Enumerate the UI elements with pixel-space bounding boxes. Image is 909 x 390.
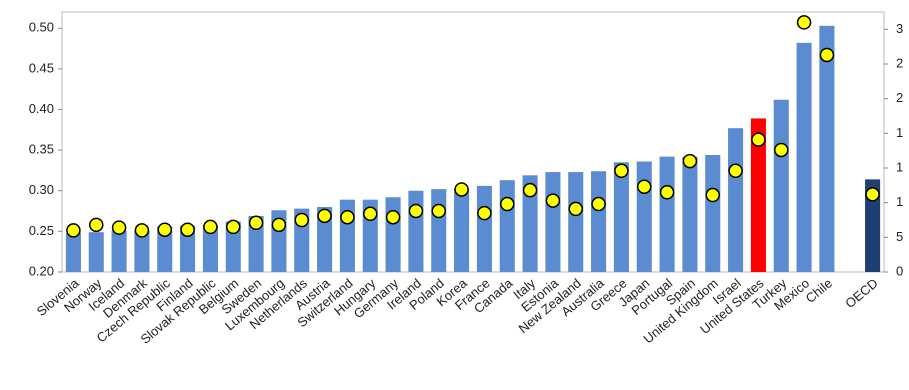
bar (111, 230, 127, 272)
bar (682, 156, 698, 272)
dot (659, 185, 675, 200)
dot (363, 206, 378, 222)
bar (385, 197, 401, 272)
dot (408, 203, 424, 219)
bar (408, 190, 424, 272)
bar (88, 232, 104, 272)
bar (454, 189, 470, 272)
bar (613, 162, 629, 272)
bar (225, 221, 241, 272)
dot (522, 182, 538, 198)
dot (271, 217, 287, 233)
dot (89, 217, 104, 233)
bar (819, 25, 835, 272)
y2-tick-label: 1 (896, 159, 903, 174)
bar (431, 189, 447, 272)
y-tick-label: 0.35 (29, 142, 54, 157)
bar (636, 161, 652, 272)
y2-tick-label: 3 (896, 21, 903, 36)
bar (317, 207, 333, 272)
y2-tick-label: 1 (896, 194, 903, 209)
dot (180, 222, 195, 237)
bar (865, 179, 881, 272)
bar (180, 225, 196, 272)
y-tick-label: 0.45 (29, 60, 54, 75)
dot (796, 15, 812, 30)
y-tick-label: 0.30 (29, 182, 54, 197)
y2-tick-label: 2 (896, 90, 903, 105)
bar (134, 230, 150, 272)
bar (157, 226, 173, 272)
dot (705, 187, 720, 203)
dot (294, 212, 309, 228)
y-tick-label: 0.25 (29, 223, 54, 238)
dot (751, 132, 766, 147)
dot (454, 182, 469, 197)
bar (248, 215, 264, 272)
dot (865, 187, 880, 202)
dot (134, 223, 150, 238)
dot (774, 142, 789, 158)
dot (614, 163, 629, 179)
dot (111, 220, 127, 235)
bar (202, 224, 218, 272)
bar (773, 99, 789, 272)
dot (591, 196, 606, 212)
dot (728, 163, 743, 179)
bar (476, 185, 492, 272)
bar (705, 155, 721, 272)
bar (568, 172, 584, 272)
plot-frame (61, 11, 885, 273)
dot (568, 201, 583, 217)
dot (157, 222, 172, 237)
y2-tick-label: 0 (896, 263, 903, 278)
bar (659, 156, 675, 272)
dot (637, 179, 652, 194)
dot (317, 208, 332, 224)
bar (545, 172, 561, 272)
bar (796, 42, 812, 272)
bar (65, 233, 81, 272)
y-tick-label: 0.50 (29, 20, 54, 35)
dot (203, 219, 218, 235)
x-tick-label: Chile (803, 275, 835, 306)
bar (750, 118, 766, 272)
y2-tick-label: 5 (896, 229, 903, 244)
y2-tick-label: 1 (896, 125, 903, 140)
bar (499, 180, 515, 272)
dot (226, 219, 241, 235)
dot (500, 196, 515, 212)
y-tick-label: 0.20 (29, 263, 54, 278)
dot (385, 209, 401, 225)
dot (545, 193, 561, 208)
bar (728, 128, 744, 272)
dot (431, 203, 446, 219)
x-tick-label: OECD (842, 275, 880, 311)
dot (248, 215, 264, 231)
dot (66, 223, 81, 238)
bar (591, 171, 607, 272)
y-tick-label: 0.40 (29, 101, 54, 116)
dot (819, 47, 835, 63)
dot (477, 205, 492, 221)
dot (340, 209, 355, 225)
dot (682, 153, 698, 169)
y2-tick-label: 2 (896, 55, 903, 70)
bar (522, 175, 538, 272)
